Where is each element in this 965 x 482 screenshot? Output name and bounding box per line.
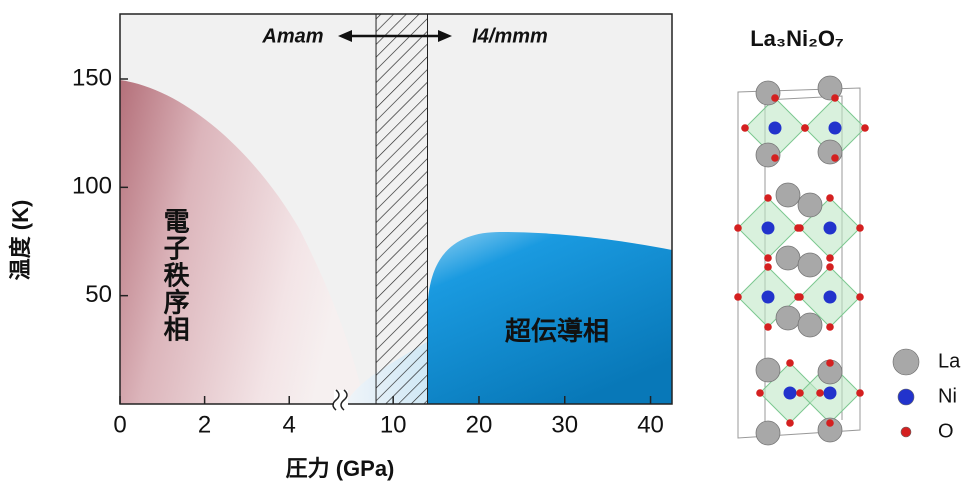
structure-title: La₃Ni₂O₇: [750, 26, 844, 51]
o-atom: [801, 124, 809, 132]
o-atom: [826, 254, 834, 262]
o-atom: [796, 293, 804, 301]
o-atom: [741, 124, 749, 132]
ni-atom: [824, 387, 837, 400]
x-tick-label: 0: [113, 411, 126, 438]
ni-atom: [824, 222, 837, 235]
la-atom: [798, 253, 822, 277]
o-atom: [826, 263, 834, 271]
y-tick-label: 50: [85, 281, 112, 308]
la-atom: [798, 313, 822, 337]
ni-atom: [784, 387, 797, 400]
o-atom: [764, 263, 772, 271]
annotation: 電子秩序相: [160, 208, 190, 343]
ni-atom: [762, 291, 775, 304]
la-atom: [756, 421, 780, 445]
x-axis-label: 圧力 (GPa): [286, 456, 395, 481]
ni-atom: [769, 122, 782, 135]
o-atom: [786, 359, 794, 367]
o-atom: [771, 94, 779, 102]
o-atom: [734, 293, 742, 301]
o-atom: [856, 224, 864, 232]
o-atom: [831, 94, 839, 102]
o-atom: [856, 293, 864, 301]
annotation: I4/mmm: [472, 25, 548, 47]
legend-marker: [898, 389, 914, 405]
figure: 50 100 150 0 2 4 10 20 30 40 圧力 (GPa) 温度 (K) Amam…: [0, 0, 965, 482]
o-atom: [826, 323, 834, 331]
y-tick-label: 150: [72, 64, 112, 91]
legend-marker: [893, 349, 919, 375]
legend: La Ni O: [893, 349, 961, 442]
hatch-region: [376, 14, 427, 404]
annotation: 超伝導相: [505, 316, 609, 346]
o-atom: [826, 359, 834, 367]
o-atom: [826, 194, 834, 202]
x-tick-label: 4: [283, 411, 296, 438]
la-atom: [818, 140, 842, 164]
ni-atom: [824, 291, 837, 304]
o-atom: [734, 224, 742, 232]
o-atom: [771, 154, 779, 162]
x-tick-label: 30: [551, 411, 578, 438]
x-tick-label: 40: [637, 411, 664, 438]
o-atom: [764, 323, 772, 331]
y-tick-label: 100: [72, 173, 112, 200]
legend-label: La: [938, 350, 961, 372]
annotation: Amam: [261, 25, 323, 47]
o-atom: [861, 124, 869, 132]
la-atom: [798, 193, 822, 217]
x-tick-label: 10: [380, 411, 407, 438]
ni-atom: [762, 222, 775, 235]
legend-label: Ni: [938, 385, 957, 407]
o-atom: [764, 254, 772, 262]
o-atom: [764, 194, 772, 202]
o-atom: [796, 224, 804, 232]
o-atom: [786, 419, 794, 427]
legend-marker: [901, 427, 911, 437]
o-atom: [756, 389, 764, 397]
y-axis-label: 温度 (K): [8, 200, 33, 281]
la-atom: [776, 183, 800, 207]
crystal-structure: [734, 76, 869, 445]
o-atom: [796, 389, 804, 397]
ni-atom: [829, 122, 842, 135]
o-atom: [816, 389, 824, 397]
la-atom: [756, 358, 780, 382]
la-atom: [776, 246, 800, 270]
legend-label: O: [938, 420, 954, 442]
x-tick-label: 2: [198, 411, 211, 438]
o-atom: [831, 154, 839, 162]
o-atom: [826, 419, 834, 427]
o-atom: [856, 389, 864, 397]
la-atom: [776, 306, 800, 330]
x-tick-label: 20: [466, 411, 493, 438]
